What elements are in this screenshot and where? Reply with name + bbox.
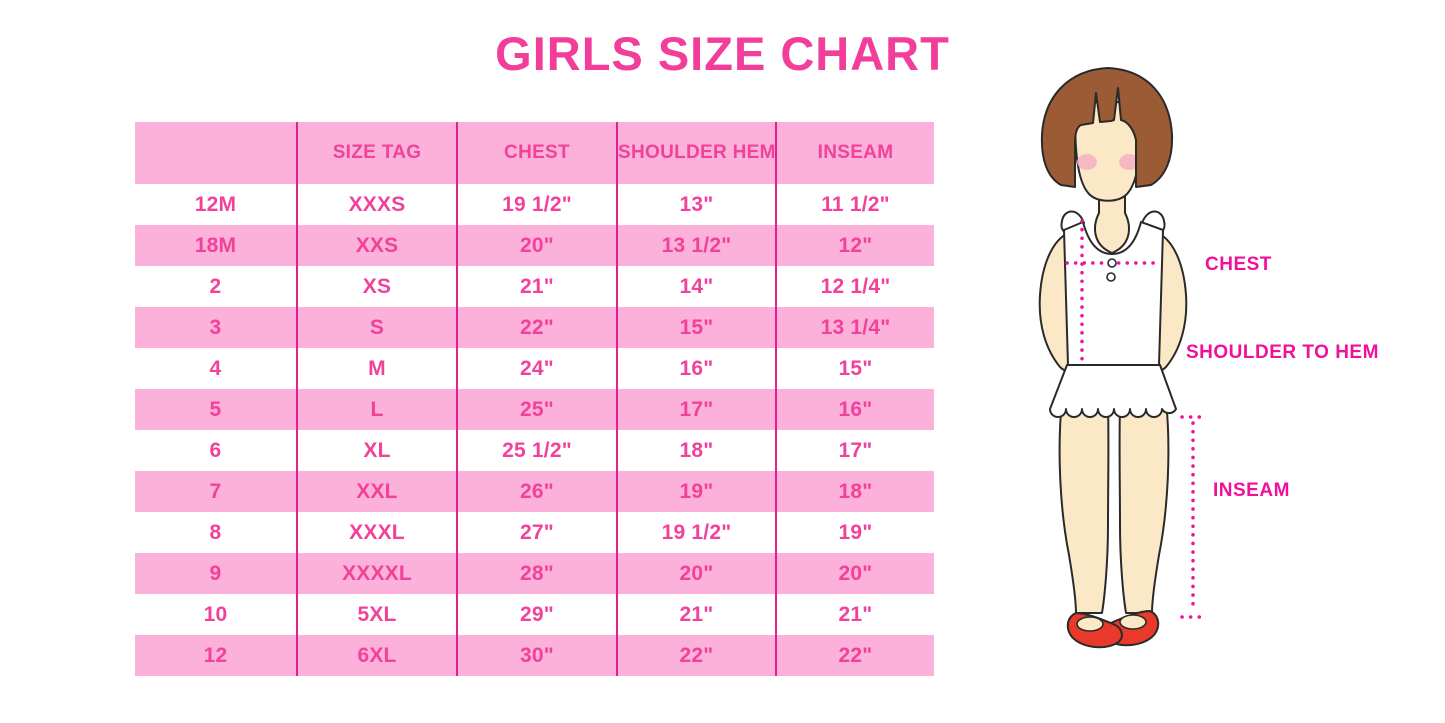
table-cell: 17" xyxy=(775,430,934,471)
inseam-line xyxy=(1180,415,1206,619)
table-cell: 6 xyxy=(209,438,222,462)
table-cell: 19 1/2" xyxy=(456,184,617,225)
table-cell: XL xyxy=(296,430,457,471)
table-cell: 15" xyxy=(775,348,934,389)
size-table: SIZE TAG CHEST SHOULDER HEM INSEAM 12M XXXS 1… xyxy=(135,122,934,676)
table-cell: 13 1/2" xyxy=(616,225,776,266)
table-row: 6 XL 25 1/2" 18" 17" xyxy=(135,430,934,471)
column-header: SIZE TAG xyxy=(296,122,457,184)
table-cell: M xyxy=(296,348,457,389)
table-cell: 25 1/2" xyxy=(456,430,617,471)
table-cell: 24" xyxy=(456,348,617,389)
table-cell: S xyxy=(296,307,457,348)
table-cell: 28" xyxy=(456,553,617,594)
table-cell: 20" xyxy=(616,553,776,594)
table-cell: 11 1/2" xyxy=(775,184,934,225)
table-cell: 10 xyxy=(203,602,228,626)
size-table-head: SIZE TAG CHEST SHOULDER HEM INSEAM xyxy=(135,122,934,184)
table-cell: 20" xyxy=(456,225,617,266)
header-row: SIZE TAG CHEST SHOULDER HEM INSEAM xyxy=(135,122,934,184)
table-cell: 22" xyxy=(616,635,776,676)
column-header: CHEST xyxy=(456,122,617,184)
page-title: GIRLS SIZE CHART xyxy=(495,27,950,80)
table-cell: 16" xyxy=(775,389,934,430)
table-cell: 12" xyxy=(775,225,934,266)
girl-hair xyxy=(1040,67,1174,188)
table-cell: 14" xyxy=(616,266,776,307)
table-cell: 25" xyxy=(456,389,617,430)
table-cell: 20" xyxy=(775,553,934,594)
table-cell: 4 xyxy=(209,356,222,380)
table-cell: 9 xyxy=(209,561,222,585)
table-cell: 2 xyxy=(209,274,222,298)
table-cell: 18M xyxy=(194,233,237,257)
chest-label: CHEST xyxy=(1205,254,1272,275)
column-header: SHOULDER HEM xyxy=(616,122,776,184)
table-row: 12 6XL 30" 22" 22" xyxy=(135,635,934,676)
table-cell: 29" xyxy=(456,594,617,635)
table-cell: 19 1/2" xyxy=(616,512,776,553)
girl-figure-svg xyxy=(1038,67,1206,649)
table-cell: 18" xyxy=(616,430,776,471)
table-cell: 27" xyxy=(456,512,617,553)
table-cell: 30" xyxy=(456,635,617,676)
table-row: 10 5XL 29" 21" 21" xyxy=(135,594,934,635)
table-cell: 26" xyxy=(456,471,617,512)
table-cell: 12 1/4" xyxy=(775,266,934,307)
girl-neck xyxy=(1094,190,1130,254)
inseam-label: INSEAM xyxy=(1213,480,1290,501)
table-cell: 22" xyxy=(456,307,617,348)
table-cell: XXXXL xyxy=(296,553,457,594)
shoulder-to-hem-label: SHOULDER TO HEM xyxy=(1186,342,1379,363)
table-cell: 19" xyxy=(616,471,776,512)
table-cell: 5XL xyxy=(296,594,457,635)
table-cell: 12 xyxy=(203,643,228,667)
table-cell: L xyxy=(296,389,457,430)
table-cell: 21" xyxy=(616,594,776,635)
table-row: 12M XXXS 19 1/2" 13" 11 1/2" xyxy=(135,184,934,225)
table-cell: 12M xyxy=(194,192,237,216)
girl-figure-illustration xyxy=(1020,55,1380,675)
table-cell: 22" xyxy=(775,635,934,676)
table-cell: 21" xyxy=(775,594,934,635)
girl-top-bodice xyxy=(1063,221,1164,366)
table-cell: 8 xyxy=(209,520,222,544)
table-cell: 15" xyxy=(616,307,776,348)
table-cell: XXS xyxy=(296,225,457,266)
table-cell: XXL xyxy=(296,471,457,512)
table-cell: 19" xyxy=(775,512,934,553)
table-row: 9 XXXXL 28" 20" 20" xyxy=(135,553,934,594)
table-cell: XXXL xyxy=(296,512,457,553)
table-cell: 7 xyxy=(209,479,222,503)
girl-legs xyxy=(1058,399,1170,614)
table-cell: 21" xyxy=(456,266,617,307)
table-cell: 18" xyxy=(775,471,934,512)
table-cell: 5 xyxy=(209,397,222,421)
table-row: 3 S 22" 15" 13 1/4" xyxy=(135,307,934,348)
column-header: INSEAM xyxy=(775,122,934,184)
table-row: 7 XXL 26" 19" 18" xyxy=(135,471,934,512)
table-cell: XS xyxy=(296,266,457,307)
table-row: 5 L 25" 17" 16" xyxy=(135,389,934,430)
table-row: 2 XS 21" 14" 12 1/4" xyxy=(135,266,934,307)
table-cell: 13" xyxy=(616,184,776,225)
table-row: 18M XXS 20" 13 1/2" 12" xyxy=(135,225,934,266)
table-row: 4 M 24" 16" 15" xyxy=(135,348,934,389)
girl-shoes xyxy=(1066,610,1160,649)
size-table-body: 12M XXXS 19 1/2" 13" 11 1/2" 18M XXS 20" 13 1/2"… xyxy=(135,184,934,676)
table-row: 8 XXXL 27" 19 1/2" 19" xyxy=(135,512,934,553)
table-cell: 6XL xyxy=(296,635,457,676)
table-cell: 16" xyxy=(616,348,776,389)
column-header xyxy=(135,122,297,184)
table-cell: 3 xyxy=(209,315,222,339)
girl-top-buttons xyxy=(1106,258,1117,282)
table-cell: 17" xyxy=(616,389,776,430)
table-cell: XXXS xyxy=(296,184,457,225)
table-cell: 13 1/4" xyxy=(775,307,934,348)
girl-skirt xyxy=(1049,364,1177,418)
